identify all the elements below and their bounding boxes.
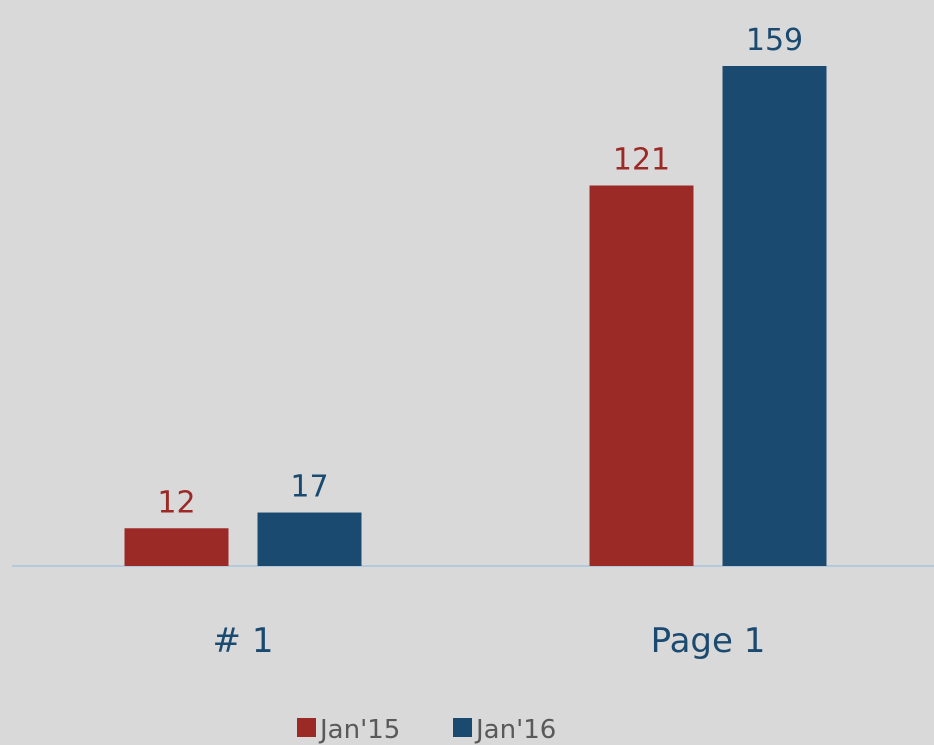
data-label: 17 (290, 470, 328, 505)
legend-swatch (297, 718, 316, 737)
legend-label: Jan'15 (318, 715, 400, 745)
data-label: 12 (157, 485, 195, 520)
legend-label: Jan'16 (474, 715, 556, 745)
x-tick-label: # 1 (213, 621, 274, 661)
bar (124, 528, 229, 566)
x-tick-label: Page 1 (651, 621, 766, 661)
bar (257, 512, 362, 566)
bar (589, 185, 694, 566)
data-label: 121 (613, 142, 670, 177)
bar (722, 66, 827, 566)
data-label: 159 (746, 23, 803, 58)
legend-swatch (453, 718, 472, 737)
